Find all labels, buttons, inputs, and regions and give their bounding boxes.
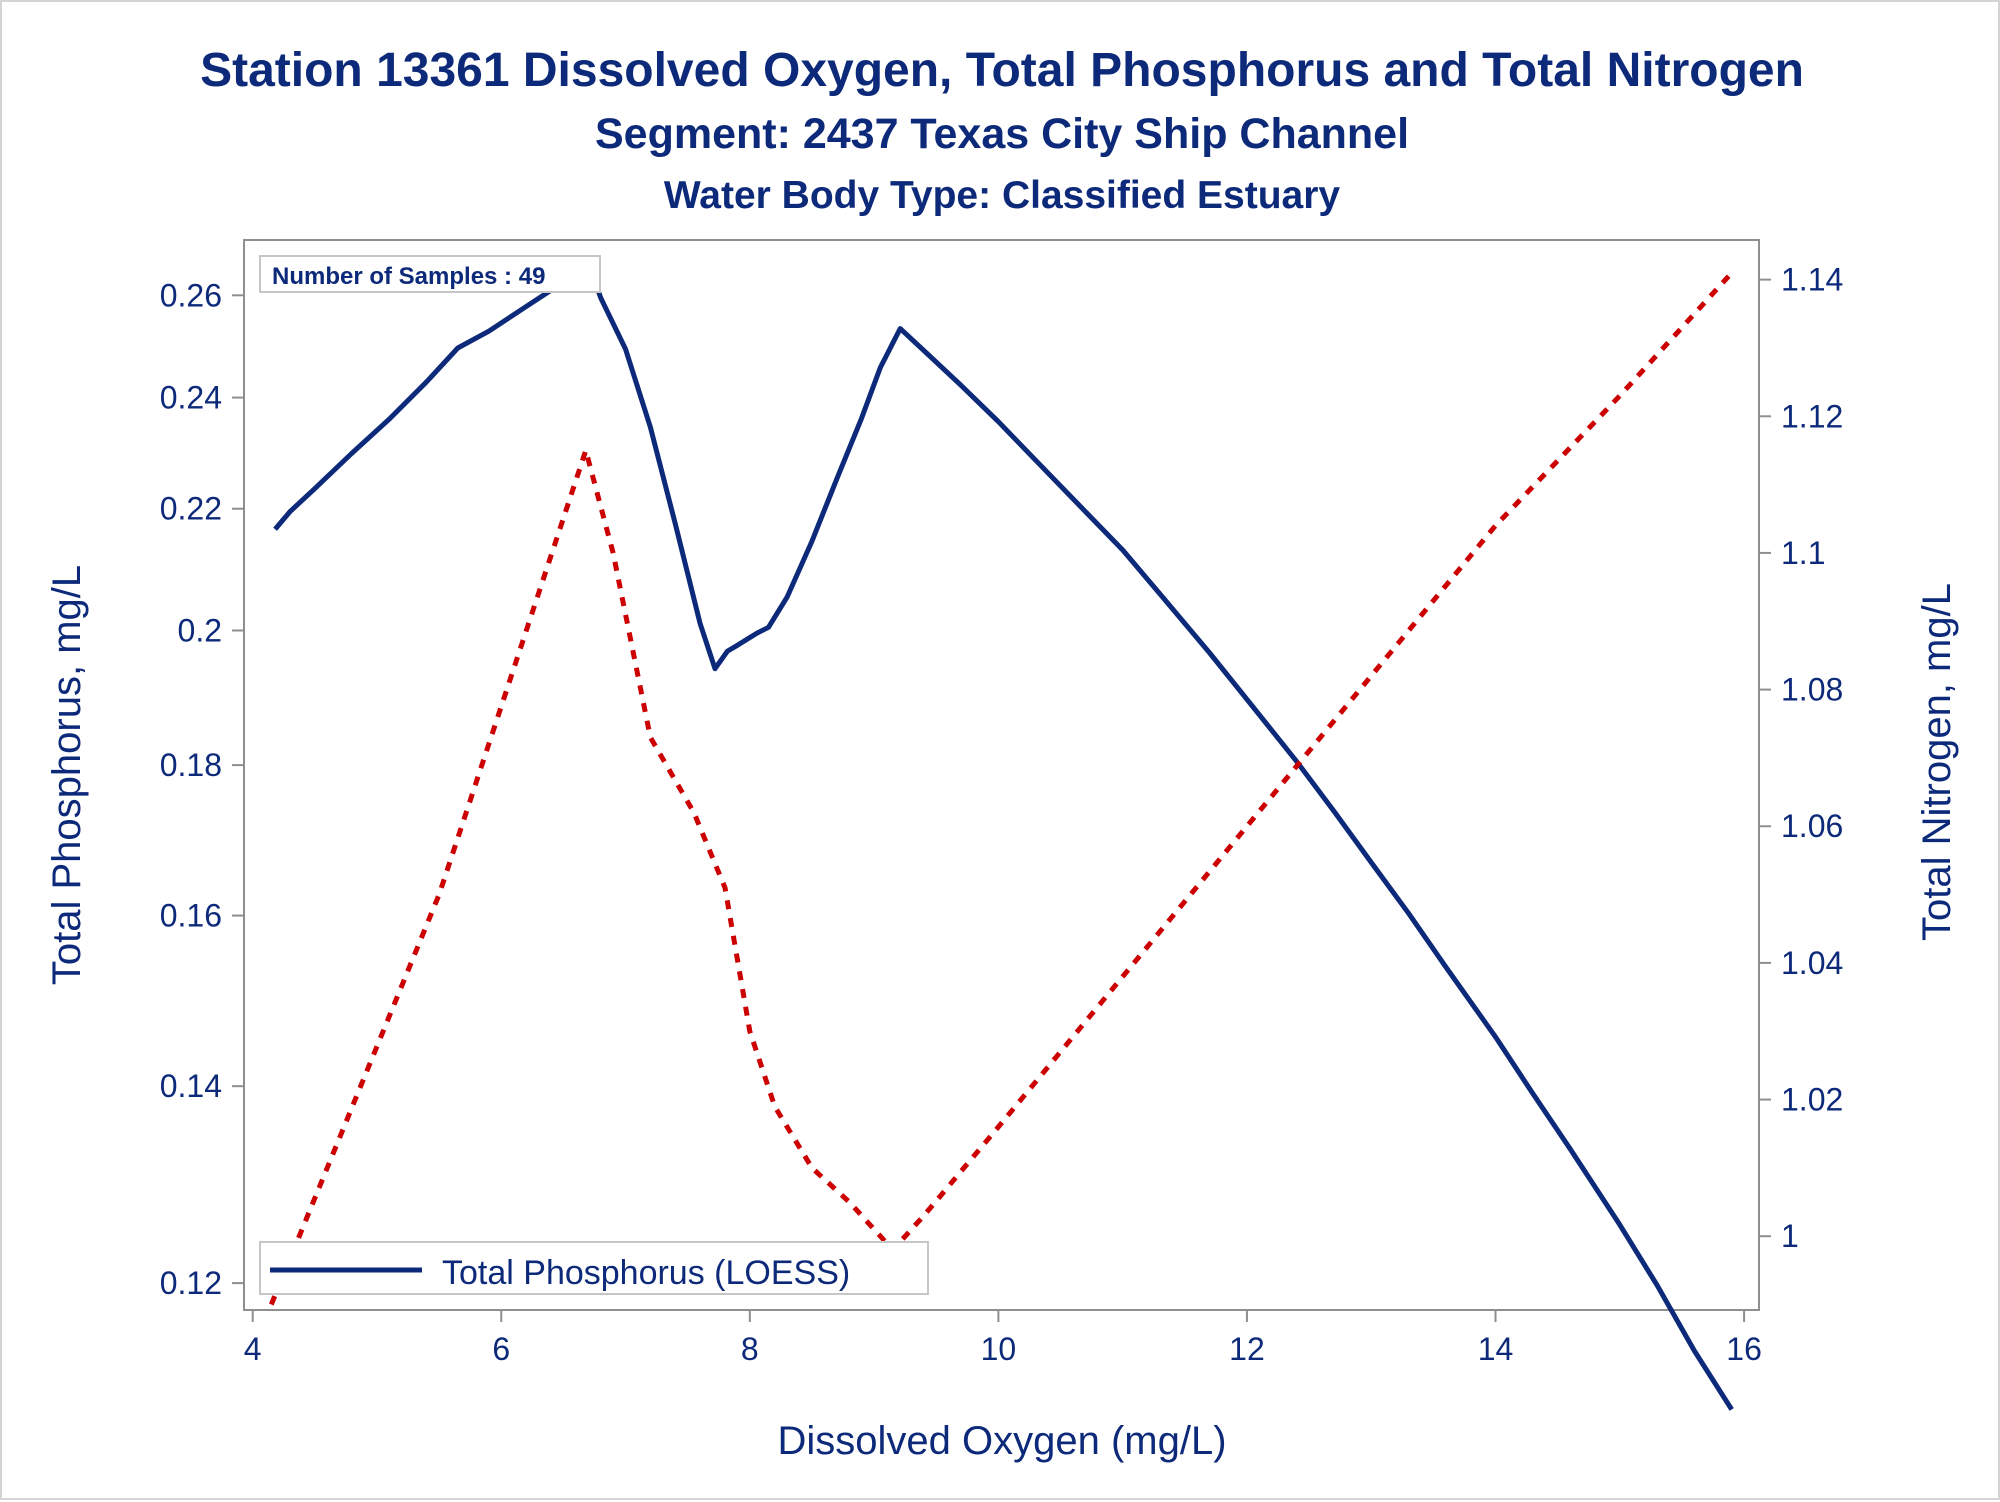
y-left-tick-label: 0.14	[160, 1068, 222, 1104]
y-left-tick-label: 0.16	[160, 898, 222, 934]
x-tick-label: 16	[1726, 1331, 1762, 1367]
y-right-axis-title: Total Nitrogen, mg/L	[1915, 583, 1959, 941]
y-right-tick-label: 1	[1781, 1218, 1799, 1254]
legend-label-phosphorus: Total Phosphorus (LOESS)	[442, 1254, 850, 1292]
y-right-tick-label: 1.12	[1781, 398, 1843, 434]
y-left-axis-title: Total Phosphorus, mg/L	[45, 565, 89, 985]
legend: Total Phosphorus (LOESS)	[259, 1241, 929, 1295]
chart-title: Station 13361 Dissolved Oxygen, Total Ph…	[200, 44, 1804, 97]
y-left-tick-label: 0.26	[160, 277, 222, 313]
y-right-axis: 1 1.02 1.04 1.06 1.08 1.1 1.12 1.14	[1759, 262, 1843, 1254]
x-tick-label: 4	[244, 1331, 262, 1367]
x-axis: 4 6 8 10 12 14 16	[244, 1310, 1762, 1367]
sample-count-box: Number of Samples : 49	[259, 255, 601, 293]
y-left-tick-label: 0.2	[178, 612, 222, 648]
y-left-tick-label: 0.24	[160, 380, 222, 416]
y-left-tick-label: 0.12	[160, 1265, 222, 1301]
sample-count-frame	[259, 255, 601, 293]
y-right-tick-label: 1.1	[1781, 535, 1825, 571]
x-tick-label: 10	[981, 1331, 1017, 1367]
chart-subtitle: Segment: 2437 Texas City Ship Channel	[595, 110, 1409, 158]
plot-frame	[243, 239, 1760, 1311]
y-left-tick-label: 0.22	[160, 491, 222, 527]
y-right-tick-label: 1.08	[1781, 672, 1843, 708]
chart-subtitle-2: Water Body Type: Classified Estuary	[664, 174, 1340, 217]
x-tick-label: 8	[741, 1331, 759, 1367]
y-left-tick-label: 0.18	[160, 747, 222, 783]
x-tick-label: 6	[492, 1331, 510, 1367]
x-tick-label: 14	[1478, 1331, 1514, 1367]
y-right-tick-label: 1.06	[1781, 808, 1843, 844]
sample-count-label: Number of Samples : 49	[272, 263, 545, 290]
y-right-tick-label: 1.02	[1781, 1082, 1843, 1118]
y-left-axis: 0.12 0.14 0.16 0.18 0.2 0.22 0.24 0.26	[160, 277, 244, 1301]
phosphorus-series-line	[273, 267, 1734, 1411]
y-right-tick-label: 1.14	[1781, 262, 1843, 298]
nitrogen-series-line	[268, 271, 1734, 1306]
x-tick-label: 12	[1229, 1331, 1265, 1367]
series-layer	[268, 267, 1734, 1411]
x-axis-title: Dissolved Oxygen (mg/L)	[777, 1419, 1226, 1463]
y-right-tick-label: 1.04	[1781, 945, 1843, 981]
